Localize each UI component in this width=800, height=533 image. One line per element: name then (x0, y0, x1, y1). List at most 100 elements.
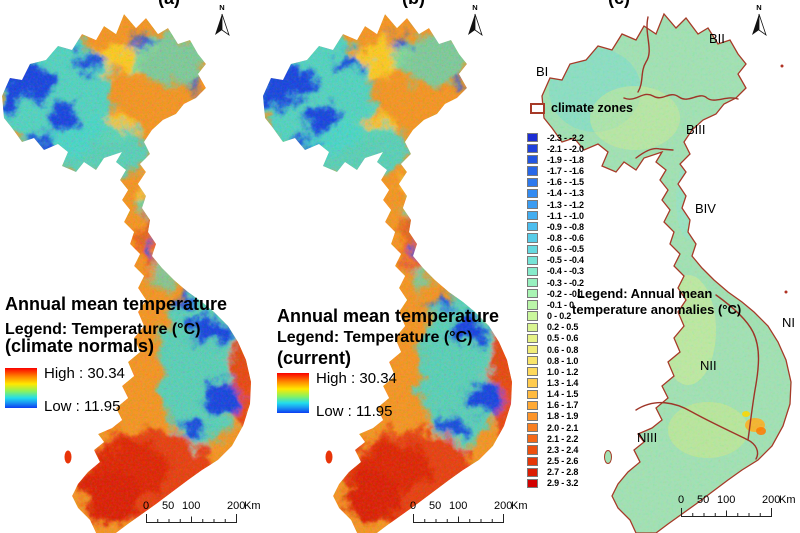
anomaly-color-swatch (527, 132, 538, 143)
anomaly-scale-row: 0.2 - 0.5 (527, 322, 584, 333)
anomaly-color-swatch (527, 166, 538, 176)
scale-bar: 0 50 100 200 Km (410, 500, 533, 526)
anomaly-scale-row: -0.3 - -0.2 (527, 277, 584, 288)
anomaly-color-swatch (527, 356, 538, 366)
anomaly-color-swatch (527, 423, 538, 433)
anomaly-scale-row: -2.3 - -2.2 (527, 132, 584, 143)
panel-b-color-ramp (277, 373, 309, 413)
north-arrow: N (467, 3, 483, 36)
anomaly-scale-row: -1.4 - -1.3 (527, 188, 584, 199)
panel-a-color-ramp (5, 368, 37, 408)
anomaly-scale-row: -1.6 - -1.5 (527, 177, 584, 188)
anomaly-scale-row: -0.8 - -0.6 (527, 232, 584, 243)
anomaly-color-swatch (527, 289, 538, 299)
island-phu-quoc (325, 450, 333, 464)
anomaly-range-label: -0.5 - -0.4 (547, 255, 584, 266)
north-arrow: N (214, 3, 230, 36)
anomaly-color-swatch (527, 211, 538, 221)
panel-a-legend-title: Legend: Temperature (°C) (5, 321, 201, 338)
anomaly-color-swatch (527, 456, 538, 466)
anomaly-range-label: 1.6 - 1.7 (547, 400, 579, 411)
anomaly-scale-list: -2.3 - -2.2 -2.1 - -2.0 -1.9 - -1.8 -1.7 - … (527, 132, 584, 489)
climate-zones-swatch (530, 102, 545, 114)
anomaly-scale-row: -1.1 - -1.0 (527, 210, 584, 221)
zone-label-NII: NII (700, 358, 717, 373)
map-annual-mean-temperature-current (263, 14, 512, 533)
panel-label-a: (a) (158, 0, 180, 9)
anomaly-range-label: -0.3 - -0.2 (547, 277, 584, 288)
anomaly-scale-row: 2.7 - 2.8 (527, 467, 584, 478)
anomaly-range-label: -2.1 - -2.0 (547, 143, 584, 154)
panel-a-high-label: High : 30.34 (44, 365, 125, 382)
anomaly-color-swatch (527, 333, 538, 343)
anomaly-range-label: -1.1 - -1.0 (547, 210, 584, 221)
climate-zones-legend: climate zones (530, 101, 633, 115)
anomaly-color-swatch (527, 389, 538, 399)
anomaly-color-swatch (527, 467, 538, 477)
anomaly-color-swatch (527, 188, 538, 198)
anomaly-color-swatch (527, 344, 538, 355)
anomaly-scale-row: 1.4 - 1.5 (527, 389, 584, 400)
anomaly-scale-row: -0.5 - -0.4 (527, 255, 584, 266)
map-annual-mean-temperature-climate-normals (2, 14, 251, 533)
anomaly-scale-row: 1.3 - 1.4 (527, 377, 584, 388)
panel-b-high-label: High : 30.34 (316, 370, 397, 387)
anomaly-range-label: -0.2 - -0.1 (547, 288, 584, 299)
anomaly-color-swatch (527, 322, 538, 332)
anomaly-color-swatch (527, 233, 538, 243)
anomaly-scale-row: -1.9 - -1.8 (527, 154, 584, 165)
anomaly-range-label: 1.8 - 1.9 (547, 411, 579, 422)
anomaly-range-label: 0.2 - 0.5 (547, 322, 579, 333)
anomaly-range-label: 2.0 - 2.1 (547, 422, 579, 433)
anomaly-range-label: -0.9 - -0.8 (547, 221, 584, 232)
anomaly-scale-row: -0.2 - -0.1 (527, 288, 584, 299)
anomaly-scale-row: 2.5 - 2.6 (527, 456, 584, 467)
anomaly-range-label: 0 - 0.2 (547, 311, 572, 322)
anomaly-range-label: 2.1 - 2.2 (547, 433, 579, 444)
anomaly-range-label: -1.4 - -1.3 (547, 188, 584, 199)
anomaly-scale-row: -0.9 - -0.8 (527, 221, 584, 232)
anomaly-color-swatch (527, 244, 538, 254)
anomaly-range-label: -0.4 - -0.3 (547, 266, 584, 277)
anomaly-scale-row: 2.3 - 2.4 (527, 444, 584, 455)
anomaly-scale-row: 0.6 - 0.8 (527, 344, 584, 355)
anomaly-range-label: -0.8 - -0.6 (547, 232, 584, 243)
panel-b-legend-title: Legend: Temperature (°C) (277, 329, 473, 346)
anomaly-color-swatch (527, 411, 538, 422)
anomaly-color-swatch (527, 199, 538, 210)
anomaly-scale-row: 2.1 - 2.2 (527, 433, 584, 444)
anomaly-range-label: 2.7 - 2.8 (547, 467, 579, 478)
anomaly-range-label: -1.9 - -1.8 (547, 154, 584, 165)
anomaly-range-label: -0.1 - 0 (547, 299, 574, 310)
anomaly-range-label: 2.3 - 2.4 (547, 444, 579, 455)
anomaly-range-label: 0.5 - 0.6 (547, 333, 579, 344)
anomaly-color-swatch (527, 266, 538, 277)
panel-a-low-label: Low : 11.95 (44, 398, 121, 415)
anomaly-scale-row: 0.8 - 1.0 (527, 355, 584, 366)
anomaly-color-swatch (527, 311, 538, 321)
panel-b-low-label: Low : 11.95 (316, 403, 393, 420)
climate-zone-boundaries (623, 16, 760, 460)
north-arrow: N (751, 3, 767, 36)
anomaly-color-swatch (527, 222, 538, 232)
anomaly-scale-row: -0.6 - -0.5 (527, 244, 584, 255)
zone-label-NIII: NIII (637, 430, 658, 445)
island-phu-quoc (604, 450, 612, 464)
zone-label-BIV: BIV (695, 201, 716, 216)
anomaly-color-swatch (527, 255, 538, 265)
anomaly-color-swatch (527, 478, 538, 489)
anomaly-color-swatch (527, 278, 538, 288)
anomaly-range-label: 1.0 - 1.2 (547, 366, 579, 377)
panel-label-b: (b) (402, 0, 425, 9)
anomaly-scale-row: 1.0 - 1.2 (527, 366, 584, 377)
anomaly-scale-row: 1.6 - 1.7 (527, 400, 584, 411)
zone-label-NI: NI (782, 315, 795, 330)
map-temperature-anomalies-climate-zones (541, 13, 792, 533)
climate-zones-label: climate zones (551, 101, 633, 115)
anomaly-scale-row: -1.3 - -1.2 (527, 199, 584, 210)
zone-label-BIII: BIII (686, 122, 706, 137)
anomaly-range-label: -1.3 - -1.2 (547, 199, 584, 210)
zone-label-BI: BI (536, 64, 549, 79)
anomaly-range-label: -1.7 - -1.6 (547, 166, 584, 177)
